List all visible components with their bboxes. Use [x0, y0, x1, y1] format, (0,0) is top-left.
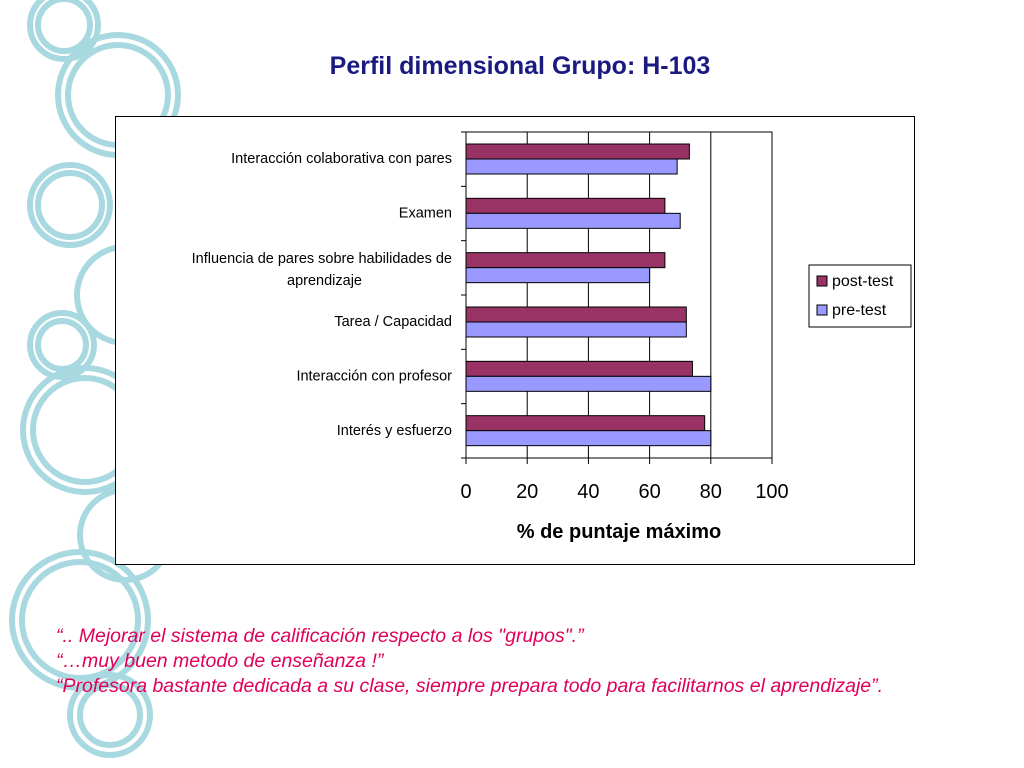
legend	[808, 264, 912, 328]
plot-area	[465, 131, 773, 459]
bar	[465, 430, 712, 447]
category-label: Interacción colaborativa con pares	[231, 151, 452, 167]
category-label-line: Interacción con profesor	[296, 369, 452, 385]
category-label-line: Interacción colaborativa con pares	[231, 151, 452, 167]
x-axis-title: % de puntaje máximo	[517, 521, 722, 543]
bar-chart: Interacción colaborativa con pares Examen…	[192, 131, 912, 543]
category-label-line: Tarea / Capacidad	[334, 314, 452, 330]
bar	[465, 212, 681, 229]
x-tick-label: 80	[700, 481, 722, 503]
legend-label: post-test	[832, 273, 894, 290]
x-tick-label: 20	[516, 481, 538, 503]
x-tick-label: 0	[460, 481, 471, 503]
slide-title: Perfil dimensional Grupo: H-103	[329, 52, 711, 80]
bar	[465, 252, 666, 269]
bar	[465, 360, 693, 377]
legend-label: pre-test	[832, 302, 887, 319]
bar	[465, 375, 712, 392]
quote-3: “Profesora bastante dedicada a su clase,…	[56, 675, 884, 697]
student-quotes: “.. Mejorar el sistema de calificación r…	[56, 624, 1024, 699]
category-label-line: Influencia de pares sobre habilidades de	[192, 251, 452, 267]
bar	[465, 267, 651, 284]
legend-swatch	[816, 275, 828, 287]
category-label: Interés y esfuerzo	[337, 423, 452, 439]
bar	[465, 415, 706, 432]
category-label: Tarea / Capacidad	[334, 314, 452, 330]
bar	[465, 321, 687, 338]
category-label-line: Interés y esfuerzo	[337, 423, 452, 439]
bar	[465, 197, 666, 214]
quote-2: “…muy buen metodo de enseñanza !”	[56, 650, 384, 672]
category-label: Influencia de pares sobre habilidades de…	[192, 251, 452, 289]
x-tick-label: 40	[577, 481, 599, 503]
bar	[465, 158, 678, 175]
legend-swatch	[816, 304, 828, 316]
bar	[465, 143, 690, 160]
chart-frame: Interacción colaborativa con pares Examen…	[115, 116, 915, 565]
quote-1: “.. Mejorar el sistema de calificación r…	[56, 625, 584, 647]
bar	[465, 306, 687, 323]
category-label-line: aprendizaje	[287, 273, 362, 289]
x-tick-label: 100	[755, 481, 788, 503]
category-label-line: Examen	[399, 206, 452, 222]
category-label: Interacción con profesor	[296, 369, 452, 385]
category-label: Examen	[399, 206, 452, 222]
x-tick-label: 60	[638, 481, 660, 503]
